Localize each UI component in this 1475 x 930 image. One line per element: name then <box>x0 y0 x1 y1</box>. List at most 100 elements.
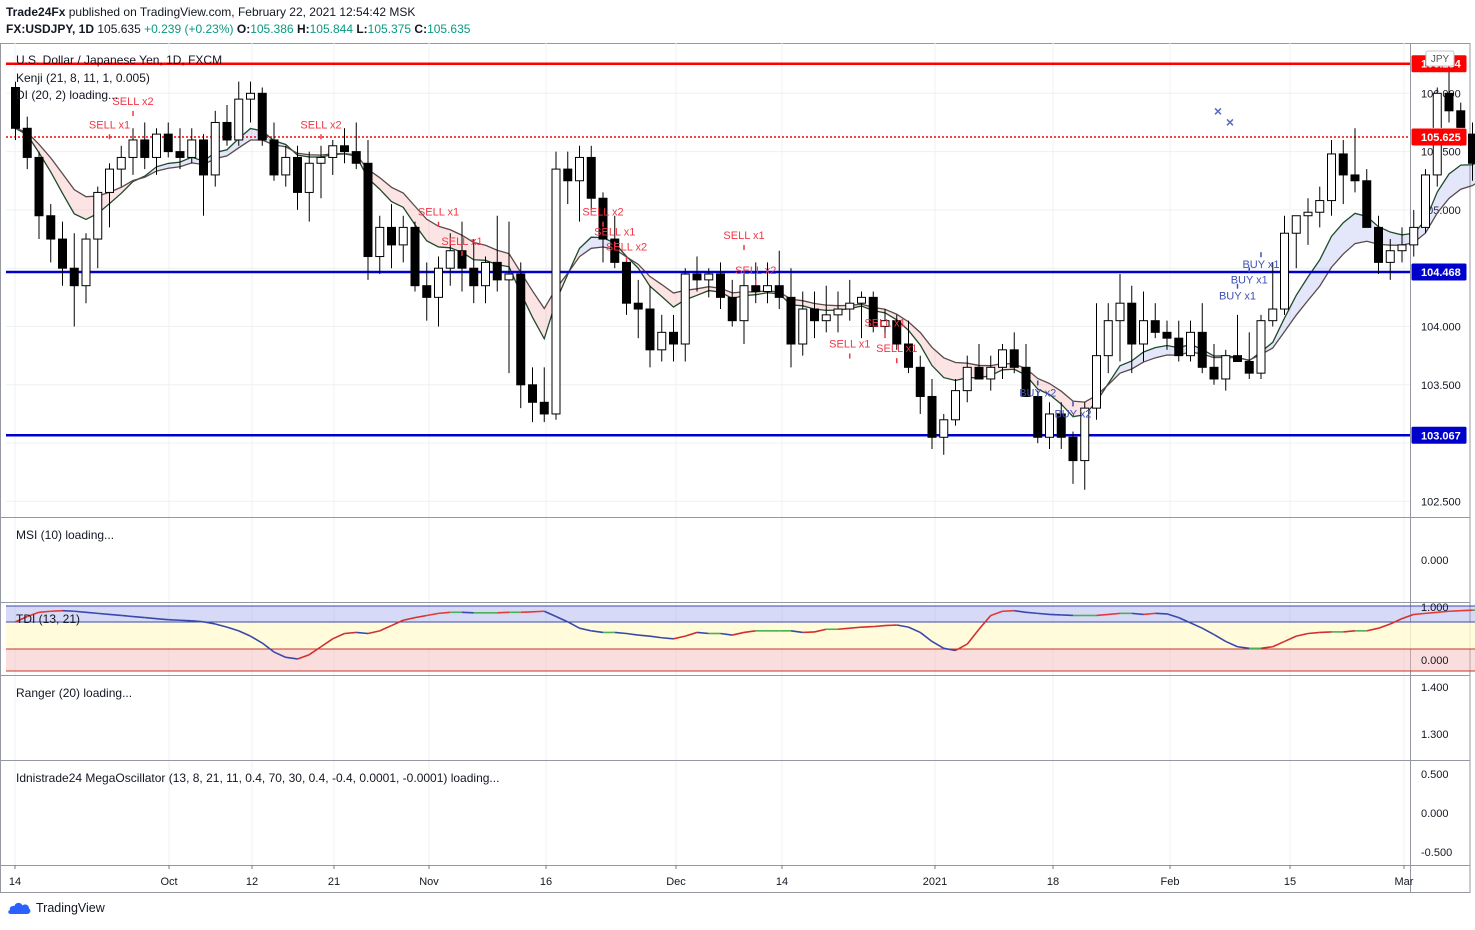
tdi-line-segment <box>1213 633 1227 643</box>
candle-body <box>281 156 291 176</box>
tdi-line-segment <box>732 631 745 636</box>
tdi-line-segment <box>438 611 451 615</box>
kenji-band-segment <box>379 177 392 202</box>
tradingview-logo[interactable]: TradingView <box>6 901 105 915</box>
kenji-band-segment <box>1284 295 1297 332</box>
kenji-band-segment <box>1296 276 1308 316</box>
kenji-band-segment <box>896 314 909 331</box>
tdi-line-segment <box>379 624 392 632</box>
candle-body <box>410 226 420 287</box>
kenji-band-segment <box>473 242 486 261</box>
candle-body <box>657 331 667 351</box>
candle-body <box>492 261 502 281</box>
candle-body <box>915 366 925 397</box>
candle-body <box>187 139 197 158</box>
publish-info: published on TradingView.com, February 2… <box>68 5 416 19</box>
candle-body <box>1197 331 1207 368</box>
candle-body <box>398 226 408 246</box>
author-name[interactable]: Trade24Fx <box>6 5 66 19</box>
candle-body <box>234 98 244 141</box>
candle-body <box>669 331 678 345</box>
kenji-band-segment <box>1155 345 1167 358</box>
close-label: C: <box>414 22 428 36</box>
candle-body <box>1244 360 1254 374</box>
candle-body <box>257 92 267 141</box>
candle-body <box>1444 92 1454 112</box>
candle-body <box>328 145 338 158</box>
tdi-line-segment <box>1037 612 1050 616</box>
sell-signal-label: SELL x1 <box>723 230 764 242</box>
candle-body <box>857 296 866 304</box>
candle-body <box>1056 413 1066 438</box>
candle-body <box>539 401 549 415</box>
tdi-line-segment <box>97 612 110 616</box>
tdi-line-segment <box>1049 613 1062 616</box>
tdi-line-segment <box>1096 613 1109 617</box>
tdi-line-segment <box>1260 645 1273 650</box>
candle-body <box>622 261 631 304</box>
sell-signal-label: SELL x2 <box>582 207 623 219</box>
tdi-line-segment <box>62 609 75 613</box>
price-change: +0.239 (+0.23%) <box>144 22 234 36</box>
candle-body <box>11 86 20 129</box>
tdi-line-segment <box>344 631 357 635</box>
tdi-line-segment <box>109 613 122 617</box>
high-value: 105.844 <box>309 22 353 36</box>
buy-signal-label: BUY x2 <box>1019 387 1056 399</box>
candle-body <box>1397 244 1407 252</box>
tdi-line-segment <box>1343 630 1356 633</box>
kenji-band-segment <box>802 300 815 310</box>
candle-body <box>798 308 808 345</box>
cross-marker: × <box>1214 103 1222 119</box>
x-tick-label: 21 <box>328 876 340 888</box>
kenji-band-segment <box>227 138 239 156</box>
publish-line: Trade24Fx published on TradingView.com, … <box>6 4 470 21</box>
tdi-line-segment <box>273 651 287 659</box>
candle-body <box>105 168 114 193</box>
candle-body <box>481 261 490 287</box>
candle-body <box>363 162 373 258</box>
candle-body <box>962 366 972 392</box>
candle-body <box>998 349 1007 368</box>
tdi-line-segment <box>638 634 651 637</box>
sell-signal-label: SELL x1 <box>829 338 870 350</box>
tdi-line-segment <box>1166 613 1179 619</box>
sell-signal-label: SELL x1 <box>864 318 905 330</box>
candle-body <box>1303 211 1313 217</box>
kenji-band-segment <box>932 347 944 378</box>
tdi-line-segment <box>626 632 639 636</box>
tdi-line-segment <box>1296 632 1309 637</box>
mega-y-tick: 0.000 <box>1421 808 1449 820</box>
tdi-line-segment <box>203 621 216 625</box>
chart-header: Trade24Fx published on TradingView.com, … <box>6 4 470 38</box>
candle-body <box>1350 174 1360 182</box>
candle-body <box>1162 331 1172 339</box>
tdi-line-segment <box>1190 622 1203 629</box>
candle-body <box>1209 366 1219 380</box>
candle-body <box>939 419 949 438</box>
candle-body <box>551 168 561 415</box>
tdi-line-segment <box>1108 612 1121 616</box>
tdi-line-segment <box>179 619 192 622</box>
kenji-band-segment <box>238 128 251 148</box>
indicator-legend: Kenji (21, 8, 11, 1, 0.005) <box>16 71 150 85</box>
tdi-line-segment <box>931 640 945 650</box>
tdi-line-segment <box>1201 627 1215 636</box>
tdi-line-segment <box>1437 610 1450 614</box>
candle-body <box>692 273 702 281</box>
tdi-line-segment <box>1460 609 1473 612</box>
candle-body <box>351 151 361 164</box>
kenji-band-segment <box>485 245 498 265</box>
candle-body <box>786 296 796 345</box>
candle-body <box>1409 226 1419 246</box>
tdi-line-segment <box>955 643 968 652</box>
open-label: O: <box>236 22 251 36</box>
kenji-band-segment <box>426 219 439 247</box>
candle-body <box>1186 331 1195 357</box>
tdi-line-segment <box>215 623 228 628</box>
tradingview-brand: TradingView <box>36 901 105 915</box>
tdi-line-segment <box>1319 631 1332 634</box>
tdi-line-segment <box>579 627 592 632</box>
kenji-band-segment <box>50 157 63 194</box>
